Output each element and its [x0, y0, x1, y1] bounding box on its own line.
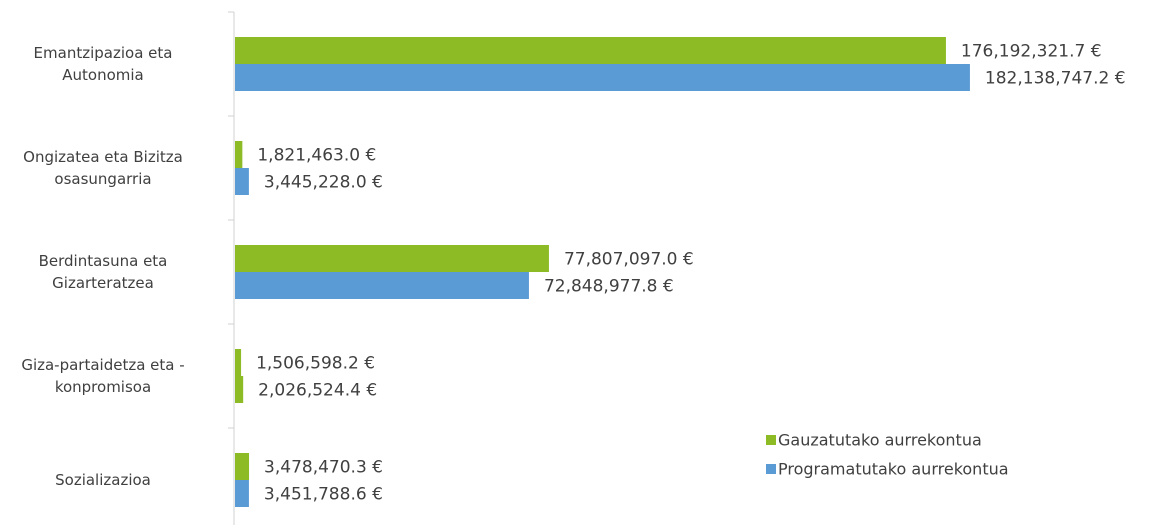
value-label: 176,192,321.7 €	[961, 42, 1102, 62]
bar	[235, 272, 529, 299]
value-label: 3,445,228.0 €	[264, 173, 383, 193]
bar	[235, 480, 249, 507]
value-label: 77,807,097.0 €	[564, 250, 694, 270]
bar	[235, 141, 243, 168]
category-label: Emantzipazioa eta Autonomia	[33, 44, 173, 84]
value-label: 3,478,470.3 €	[264, 458, 383, 478]
bar	[235, 245, 549, 272]
legend-swatch	[766, 435, 776, 445]
value-label: 3,451,788.6 €	[264, 485, 383, 505]
value-label: 1,506,598.2 €	[256, 354, 375, 374]
legend-label: Programatutako aurrekontua	[778, 460, 1009, 479]
legend-swatch	[766, 464, 776, 474]
category-label: Giza-partaidetza eta - konpromisoa	[21, 356, 185, 396]
bar	[235, 37, 946, 64]
value-label: 182,138,747.2 €	[985, 69, 1126, 89]
value-label: 72,848,977.8 €	[544, 277, 674, 297]
bar	[235, 349, 242, 376]
category-label: Berdintasuna eta Gizarteratzea	[38, 252, 168, 292]
bar	[235, 168, 249, 195]
bar	[235, 376, 244, 403]
category-label: Ongizatea eta Bizitza osasungarria	[23, 148, 183, 188]
category-label: Sozializazioa	[55, 471, 151, 489]
bar	[235, 453, 250, 480]
legend-label: Gauzatutako aurrekontua	[778, 431, 982, 450]
bar	[235, 64, 970, 91]
value-label: 1,821,463.0 €	[257, 146, 376, 166]
value-label: 2,026,524.4 €	[258, 381, 377, 401]
